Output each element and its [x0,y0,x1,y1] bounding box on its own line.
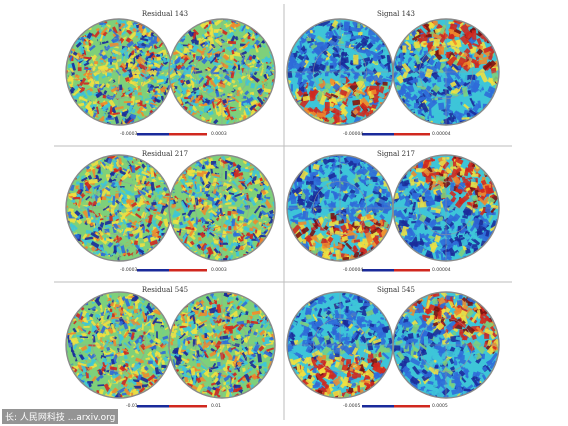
signal-sky-map [393,19,499,125]
colorbar-max-signal-545: 0.0005 [432,404,448,409]
signal-sky-map [287,292,393,398]
colorbar-max-signal-217: 0.00004 [432,268,451,273]
panel-dividers [54,4,512,420]
colorbar-warm [169,405,207,408]
panel-title-signal-217: Signal 217 [376,150,416,158]
residual-sky-map [66,19,172,125]
watermark: 长: 人民网科技 ...arxiv.org [2,409,119,424]
colorbar-warm [394,269,430,272]
colorbar-min-signal-143: -0.00004 [343,132,364,137]
colorbar-cold [362,133,394,136]
signal-sky-map [287,19,393,125]
colorbar-min-signal-545: -0.0005 [343,404,361,409]
colorbar-cold [137,405,169,408]
residual-sky-map [169,155,275,261]
colorbar-max-residual-545: 0.01 [211,404,222,409]
colorbar-max-residual-143: 0.0003 [211,132,227,137]
panel-title-residual-143: Residual 143 [141,10,189,18]
colorbar-cold [137,269,169,272]
residual-sky-map [169,19,275,125]
panel-title-residual-217: Residual 217 [141,150,189,158]
residual-sky-map [66,292,172,398]
panel-title-signal-143: Signal 143 [376,10,416,18]
colorbar-min-residual-545: -0.01 [126,404,138,409]
residual-sky-map [169,292,275,398]
colorbar-max-signal-143: 0.00004 [432,132,451,137]
signal-sky-map [287,155,393,261]
signal-sky-map [393,292,499,398]
colorbar-min-signal-217: -0.00004 [343,268,364,273]
colorbar-cold [362,405,394,408]
colorbar-warm [394,133,430,136]
colorbar-cold [362,269,394,272]
colorbar-warm [169,133,207,136]
colorbar-warm [394,405,430,408]
panel-title-residual-545: Residual 545 [141,286,189,294]
colorbar-min-residual-217: -0.0003 [120,268,138,273]
colorbar-min-residual-143: -0.0003 [120,132,138,137]
colorbar-cold [137,133,169,136]
panel-title-signal-545: Signal 545 [376,286,416,294]
signal-sky-map [393,155,499,261]
colorbar-max-residual-217: 0.0003 [211,268,227,273]
residual-sky-map [66,155,172,261]
colorbar-warm [169,269,207,272]
